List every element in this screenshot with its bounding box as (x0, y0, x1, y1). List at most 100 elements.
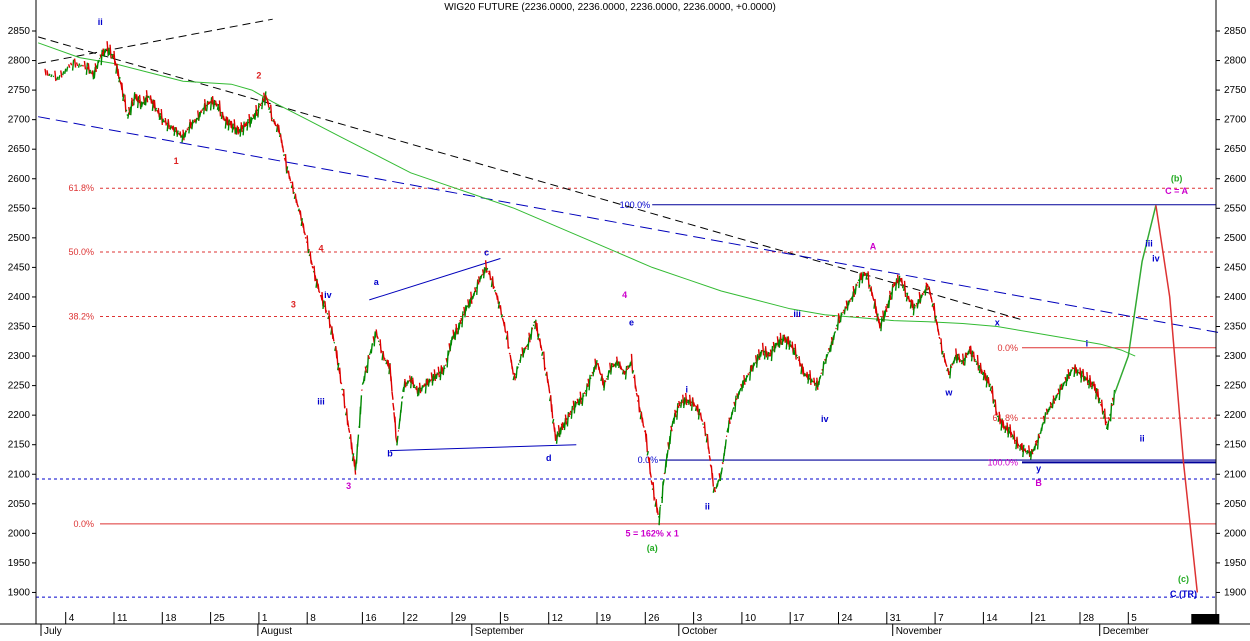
price-tick (367, 355, 368, 373)
price-tick (192, 120, 193, 130)
y-tick-label-right: 2350 (1224, 322, 1247, 333)
price-tick (369, 353, 370, 355)
price-tick (814, 378, 815, 386)
price-tick (694, 402, 695, 405)
y-tick-label-right: 2600 (1224, 174, 1247, 185)
price-tick (1064, 381, 1065, 383)
x-tick-label: 21 (1035, 613, 1047, 624)
price-tick (903, 284, 904, 288)
price-tick (312, 266, 313, 268)
price-tick (507, 331, 508, 349)
wave-label: i (685, 385, 688, 395)
price-tick (82, 65, 83, 66)
price-tick (1056, 394, 1057, 398)
price-tick (913, 304, 914, 316)
price-tick (463, 314, 464, 315)
y-tick-label-left: 1950 (8, 558, 31, 569)
price-tick (482, 274, 483, 275)
price-tick (149, 97, 150, 98)
price-tick (391, 376, 392, 391)
price-tick (926, 283, 927, 291)
price-tick (757, 354, 758, 367)
fib-label: 100.0% (620, 200, 651, 210)
price-tick (80, 65, 81, 67)
price-tick (63, 71, 64, 75)
wave-label: C = A (1165, 186, 1188, 196)
price-tick (1025, 448, 1026, 452)
price-tick (271, 105, 272, 122)
price-tick (47, 70, 48, 76)
price-tick (508, 347, 509, 348)
price-tick (349, 428, 350, 433)
price-tick (194, 120, 195, 122)
price-tick (886, 306, 887, 312)
wave-label: (a) (647, 543, 658, 553)
price-tick (976, 361, 977, 362)
price-tick (459, 322, 460, 330)
price-tick (372, 344, 373, 345)
price-tick (732, 409, 733, 415)
price-tick (185, 130, 186, 137)
y-tick-label-left: 2050 (8, 499, 31, 510)
price-tick (318, 284, 319, 292)
y-tick-label-right: 2200 (1224, 410, 1247, 421)
price-tick (989, 384, 990, 387)
y-tick-label-left: 1900 (8, 587, 31, 598)
price-tick (1039, 434, 1040, 438)
price-tick (151, 99, 152, 104)
price-tick (1103, 411, 1104, 415)
y-tick-label-left: 2250 (8, 381, 31, 392)
price-tick (428, 379, 429, 387)
price-tick (1060, 387, 1061, 390)
price-tick (1010, 424, 1011, 437)
price-tick (155, 108, 156, 111)
x-tick-label: 25 (214, 613, 226, 624)
price-tick (722, 462, 723, 464)
wave-label: B (1035, 478, 1042, 488)
x-tick-label: 28 (1083, 613, 1095, 624)
price-tick (500, 305, 501, 315)
price-tick (552, 404, 553, 418)
price-tick (571, 406, 572, 419)
price-tick (555, 428, 556, 441)
price-tick (821, 373, 822, 374)
fib-label: 61.8% (68, 183, 94, 193)
price-tick (982, 372, 983, 375)
price-tick (448, 351, 449, 356)
price-tick (162, 119, 163, 123)
price-tick (678, 405, 679, 408)
price-tick (334, 342, 335, 343)
price-tick (286, 154, 287, 172)
wave-label: y (1036, 463, 1041, 473)
price-tick (869, 285, 870, 287)
price-tick (388, 360, 389, 369)
price-tick (620, 361, 621, 369)
x-tick-label: 18 (165, 613, 177, 624)
price-tick (374, 331, 375, 346)
price-tick (143, 102, 144, 104)
price-tick (292, 182, 293, 194)
price-tick (889, 295, 890, 308)
price-tick (927, 284, 928, 287)
price-tick (210, 102, 211, 103)
price-tick (501, 315, 502, 318)
price-tick (283, 146, 284, 153)
x-tick-label: 11 (117, 613, 128, 624)
price-tick (1011, 432, 1012, 435)
price-tick (743, 380, 744, 388)
price-tick (758, 356, 759, 361)
price-tick (686, 393, 687, 405)
price-tick (170, 125, 171, 129)
price-tick (268, 100, 269, 107)
price-tick (842, 312, 843, 313)
price-tick (55, 71, 56, 81)
price-tick (137, 94, 138, 102)
price-tick (1073, 368, 1074, 369)
x-tick-label: 29 (455, 613, 467, 624)
price-tick (168, 119, 169, 129)
price-tick (836, 328, 837, 329)
y-tick-label-right: 1900 (1224, 587, 1247, 598)
price-tick (512, 367, 513, 375)
price-tick (224, 119, 225, 121)
